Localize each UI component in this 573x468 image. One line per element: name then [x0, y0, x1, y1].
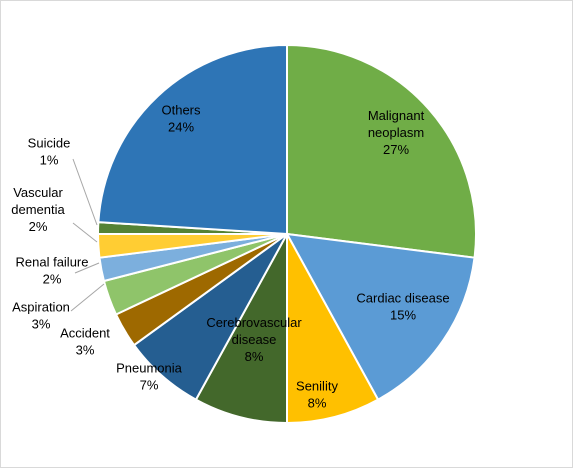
- data-label-renal-failure: Renal failure 2%: [16, 255, 89, 287]
- data-label-name: Cerebrovascular: [206, 315, 302, 330]
- data-label-percent: 7%: [140, 378, 159, 393]
- data-label-pneumonia: Pneumonia 7%: [116, 361, 183, 393]
- data-label-percent: 3%: [76, 343, 95, 358]
- data-label-percent: 1%: [40, 153, 59, 168]
- pie-slice-senility: [286, 233, 380, 425]
- pie-slice-cerebrovascular-disease: [194, 233, 288, 425]
- data-label-aspiration: Aspiration 3%: [12, 300, 70, 332]
- data-label-percent: 27%: [383, 142, 409, 157]
- data-label-name: Cardiac disease: [356, 291, 449, 306]
- data-label-cardiac-disease: Cardiac disease 15%: [356, 291, 449, 323]
- pie-slice-others: [97, 43, 288, 236]
- data-label-percent: 3%: [32, 317, 51, 332]
- data-label-percent: 2%: [43, 272, 62, 287]
- data-label-senility: Senility 8%: [296, 379, 338, 411]
- data-label-percent: 2%: [29, 219, 48, 234]
- leader-line-vascular-dementia: [72, 222, 98, 243]
- leader-line-aspiration: [70, 283, 105, 312]
- data-label-accident: Accident 3%: [60, 326, 110, 358]
- data-label-percent: 8%: [308, 396, 327, 411]
- data-label-name: Pneumonia: [116, 361, 183, 376]
- data-label-percent: 24%: [168, 120, 194, 135]
- pie-slice-malignant-neoplasm: [286, 43, 477, 259]
- data-label-name: dementia: [11, 202, 65, 217]
- data-label-cerebrovascular-disease: Cerebrovascular disease 8%: [206, 315, 302, 364]
- data-label-name: disease: [232, 332, 277, 347]
- data-label-malignant-neoplasm: Malignant neoplasm 27%: [368, 108, 425, 157]
- data-label-name: Accident: [60, 326, 110, 341]
- leader-line-suicide: [72, 158, 98, 226]
- data-label-name: Malignant: [368, 108, 425, 123]
- data-label-name: Others: [161, 103, 201, 118]
- data-label-name: neoplasm: [368, 125, 424, 140]
- data-label-suicide: Suicide 1%: [28, 136, 71, 168]
- data-label-name: Suicide: [28, 136, 71, 151]
- data-label-name: Aspiration: [12, 300, 70, 315]
- pie-slice-cardiac-disease: [285, 232, 476, 401]
- leader-line-renal-failure: [74, 262, 100, 274]
- data-label-others: Others 24%: [161, 103, 201, 135]
- data-label-name: Senility: [296, 379, 338, 394]
- data-label-name: Vascular: [13, 185, 63, 200]
- data-label-vascular-dementia: Vascular dementia 2%: [11, 185, 65, 234]
- data-label-percent: 8%: [245, 349, 264, 364]
- data-label-name: Renal failure: [16, 255, 89, 270]
- data-label-percent: 15%: [390, 308, 416, 323]
